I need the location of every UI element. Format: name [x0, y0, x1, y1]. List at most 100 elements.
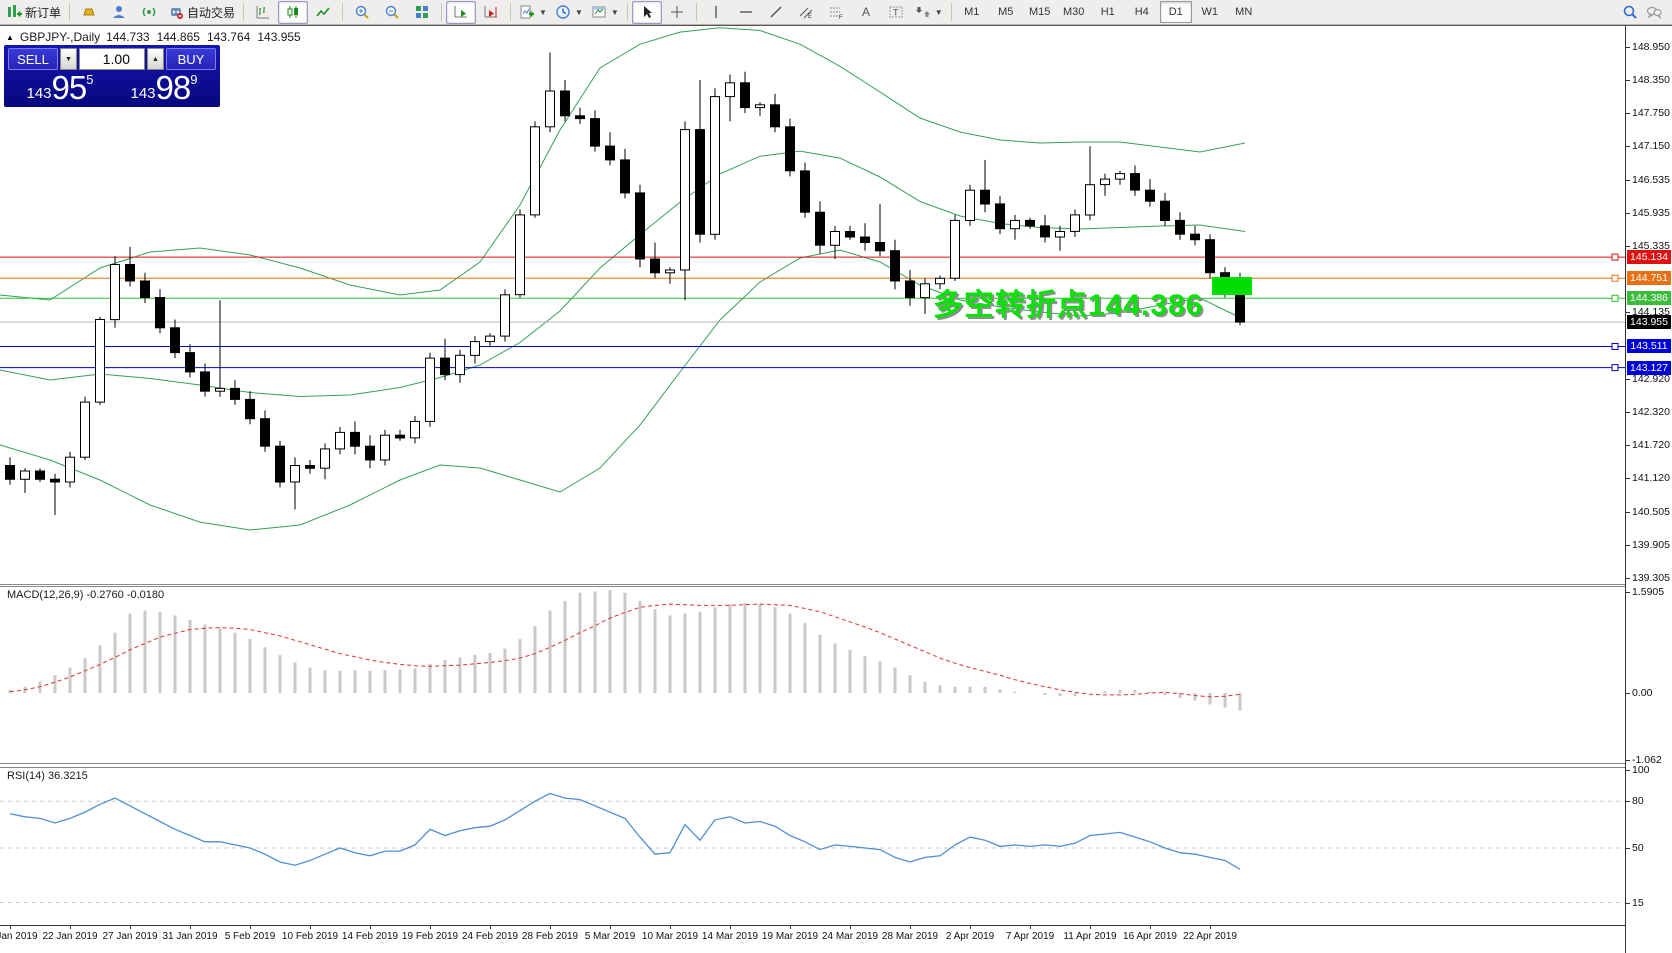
candle-body: [560, 90, 570, 117]
crosshair-button[interactable]: [662, 1, 692, 24]
date-tick: [10, 926, 11, 929]
date-label: 19 Mar 2019: [761, 931, 819, 942]
candle-body: [590, 118, 600, 147]
close-value: 143.955: [257, 30, 301, 44]
line-handle[interactable]: [1611, 342, 1619, 350]
buy-price[interactable]: 143 98 9: [112, 71, 216, 105]
candle-body: [650, 258, 660, 274]
auto-scroll-button[interactable]: [446, 0, 477, 24]
trendline-button[interactable]: [761, 1, 791, 24]
market-depth-button[interactable]: [74, 1, 104, 24]
candle-body: [545, 90, 555, 128]
axis-tick: [1626, 545, 1630, 546]
timeframe-button-h1[interactable]: H1: [1100, 6, 1115, 18]
templates-button[interactable]: ▼: [587, 1, 623, 24]
new-order-label: 新订单: [25, 5, 62, 20]
zoom-in-button[interactable]: [347, 1, 377, 24]
sell-button[interactable]: SELL: [8, 48, 58, 70]
sell-price[interactable]: 143 95 5: [8, 71, 112, 105]
timeframe-button-mn[interactable]: MN: [1235, 6, 1253, 18]
rsi-canvas[interactable]: [0, 768, 1625, 925]
candle-body: [965, 189, 975, 221]
volume-input[interactable]: 1.00: [79, 48, 145, 70]
timeframe-button-d1[interactable]: D1: [1159, 1, 1192, 23]
zoom-out-button[interactable]: [377, 1, 407, 24]
tile-windows-button[interactable]: [407, 1, 437, 24]
line-handle[interactable]: [1611, 253, 1619, 261]
chat-icon[interactable]: [1646, 4, 1662, 20]
axis-tick: [1626, 445, 1630, 446]
line-chart-button[interactable]: [308, 1, 338, 24]
bar-chart-button[interactable]: [248, 1, 278, 24]
cursor-button[interactable]: [631, 0, 662, 24]
candle-body: [35, 470, 45, 480]
panel-splitter[interactable]: [0, 584, 1625, 587]
timeframe-button-w1[interactable]: W1: [1201, 6, 1218, 18]
chart-shift-button[interactable]: [476, 1, 506, 24]
signals-button[interactable]: [134, 1, 164, 24]
date-label: 31 Jan 2019: [162, 931, 218, 942]
auto-trading-button[interactable]: 自动交易: [164, 1, 239, 24]
collapse-icon[interactable]: ▲: [6, 32, 14, 42]
fibonacci-button[interactable]: F: [821, 1, 851, 24]
vertical-line-button[interactable]: [701, 1, 731, 24]
candle-body: [935, 277, 945, 285]
timeframe-button-m30[interactable]: M30: [1063, 6, 1085, 18]
panel-splitter[interactable]: [0, 763, 1625, 768]
candle-body: [740, 82, 750, 109]
indicators-button[interactable]: ▼: [515, 1, 551, 24]
periods-button[interactable]: ▼: [551, 1, 587, 24]
price-badge: 143.511: [1627, 339, 1671, 353]
line-handle[interactable]: [1611, 294, 1619, 302]
candle-body: [875, 242, 885, 252]
line-handle[interactable]: [1611, 274, 1619, 282]
buy-button[interactable]: BUY: [166, 48, 216, 70]
symbol-period-label: GBPJPY-,Daily: [19, 30, 101, 44]
price-tick-label: 148.350: [1632, 74, 1670, 86]
indicators-dropdown-arrow[interactable]: ▼: [539, 7, 547, 17]
date-label: 24 Mar 2019: [821, 931, 879, 942]
axis-tick: [1626, 213, 1630, 214]
volume-decrease-button[interactable]: ▼: [60, 48, 77, 70]
templates-dropdown-arrow[interactable]: ▼: [610, 7, 619, 17]
new-order-button[interactable]: 新订单: [2, 1, 65, 24]
equidistant-channel-button[interactable]: E: [791, 1, 821, 24]
axis-tick: [1626, 80, 1630, 81]
search-icon[interactable]: [1622, 4, 1638, 20]
candle-body: [1100, 178, 1110, 186]
axis-tick: [1626, 512, 1630, 513]
candlestick-chart-button[interactable]: [278, 0, 309, 24]
candle-body: [1175, 219, 1185, 235]
zoom-in-icon: [354, 4, 370, 20]
price-badge: 144.386: [1627, 291, 1671, 305]
volume-increase-button[interactable]: ▲: [147, 48, 164, 70]
axis-tick: [1626, 760, 1630, 761]
timeframe-button-m5[interactable]: M5: [998, 6, 1014, 18]
line-handle[interactable]: [1611, 364, 1619, 372]
timeframe-button-m1[interactable]: M1: [964, 6, 980, 18]
text-label-button[interactable]: T: [881, 1, 911, 24]
candle-body: [200, 371, 210, 392]
timeframe-button-m15[interactable]: M15: [1029, 6, 1051, 18]
date-tick: [1090, 926, 1091, 929]
community-button[interactable]: [104, 1, 134, 24]
macd-canvas[interactable]: [0, 587, 1625, 763]
candle-body: [1115, 173, 1125, 180]
toolbar: 新订单 自动交易: [0, 0, 1672, 25]
periods-dropdown-arrow[interactable]: ▼: [574, 7, 583, 17]
horizontal-line-button[interactable]: [731, 1, 761, 24]
price-axis[interactable]: 148.950 148.350 147.750 147.150 146.535 145.9…: [1625, 26, 1672, 953]
price-badge: 144.751: [1627, 271, 1671, 285]
main-chart-canvas[interactable]: [0, 26, 1625, 584]
date-axis[interactable]: 17 Jan 2019 22 Jan 2019 27 Jan 2019 31 Jan …: [0, 925, 1625, 953]
candle-body: [335, 431, 345, 450]
timeframe-button-h4[interactable]: H4: [1134, 6, 1149, 18]
text-button[interactable]: A: [851, 1, 881, 24]
date-tick: [190, 926, 191, 929]
date-tick: [310, 926, 311, 929]
date-label: 5 Mar 2019: [584, 931, 636, 942]
arrows-button[interactable]: ▼: [911, 1, 947, 24]
axis-tick: [1626, 478, 1630, 479]
arrows-dropdown-arrow[interactable]: ▼: [934, 7, 943, 17]
date-tick: [610, 926, 611, 929]
